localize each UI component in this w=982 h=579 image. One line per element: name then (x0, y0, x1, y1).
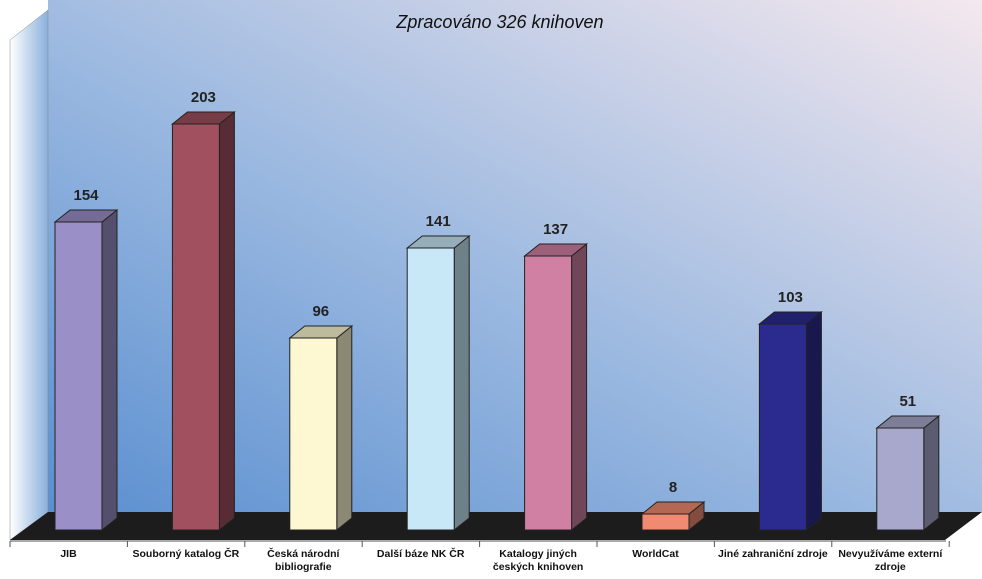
value-label: 154 (73, 187, 99, 204)
x-tick-label: Katalogy jiných českých knihoven (492, 548, 584, 573)
bar-side (923, 414, 940, 532)
bar-side (218, 110, 235, 532)
value-label: 137 (543, 221, 568, 238)
bar-side (336, 324, 353, 532)
bar-side (101, 208, 118, 532)
bar (524, 255, 573, 531)
floor (10, 512, 982, 540)
value-label: 51 (899, 393, 916, 410)
bar-side (571, 242, 588, 532)
x-tick-label: Souborný katalog ČR (132, 548, 240, 560)
bar (876, 427, 925, 531)
bar (406, 247, 455, 531)
value-label: 96 (312, 303, 329, 320)
bar-side (805, 310, 822, 532)
value-label: 103 (778, 289, 803, 306)
bar (758, 323, 807, 531)
value-label: 141 (426, 213, 451, 230)
bar (641, 513, 690, 531)
side-wall (9, 9, 49, 541)
x-tick-label: Nevyužíváme externí zdroje (838, 548, 943, 573)
bar-side (453, 234, 470, 532)
value-label: 8 (669, 479, 677, 496)
bar (54, 221, 103, 531)
bar (289, 337, 338, 531)
x-tick-label: Jiné zahraniční zdroje (718, 548, 828, 560)
value-label: 203 (191, 89, 216, 106)
x-tick-label: Česká národní bibliografie (267, 548, 340, 573)
x-tick-label: JIB (60, 548, 77, 560)
x-tick-label: Další báze NK ČR (376, 548, 465, 560)
subtitle: Zpracováno 326 knihoven (396, 12, 604, 32)
bar (171, 123, 220, 531)
x-tick-label: WorldCat (632, 548, 679, 560)
